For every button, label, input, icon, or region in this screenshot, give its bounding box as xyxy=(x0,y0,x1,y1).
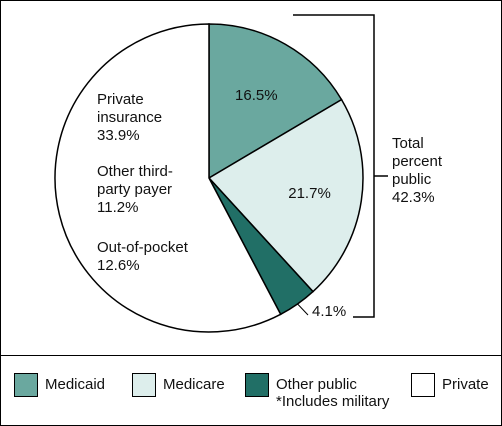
slice-label-medicare: 21.7% xyxy=(288,185,331,202)
legend-swatch-private xyxy=(411,373,435,397)
legend-item-private: Private xyxy=(411,373,489,397)
legend-swatch-other-public xyxy=(245,373,269,397)
legend-label-private: Private xyxy=(442,376,489,393)
private-label-value: 12.6% xyxy=(97,257,140,274)
slice-label-other-public: 4.1% xyxy=(312,303,346,320)
private-label-value: 33.9% xyxy=(97,127,140,144)
private-label-line1: Other third- xyxy=(97,163,173,180)
legend-swatch-medicare xyxy=(132,373,156,397)
legend-label-medicare: Medicare xyxy=(163,376,225,393)
pie-slice-medicare xyxy=(207,98,364,293)
private-label-line2: party payer xyxy=(97,181,172,198)
leader-line-other-public xyxy=(297,303,309,316)
private-label-value: 11.2% xyxy=(97,199,138,216)
legend-item-medicaid: Medicaid xyxy=(14,373,105,397)
pie-slices xyxy=(54,23,364,333)
bracket-label-line1: Total xyxy=(392,135,424,152)
bracket-label-line4: 42.3% xyxy=(392,189,435,206)
bracket-line xyxy=(293,14,388,318)
slice-labels: 16.5% 21.7% 4.1% xyxy=(235,87,346,320)
private-label-line1: Out-of-pocket xyxy=(97,239,189,256)
bracket-label-line2: percent xyxy=(392,153,443,170)
bracket-label-line3: public xyxy=(392,171,432,188)
legend-note-military: *Includes military xyxy=(276,393,390,410)
legend-label-other-public: Other public xyxy=(276,376,357,393)
legend-item-medicare: Medicare xyxy=(132,373,225,397)
legend-label-medicaid: Medicaid xyxy=(45,376,106,393)
pie-slice-medicaid xyxy=(208,23,343,180)
slice-label-medicaid: 16.5% xyxy=(235,87,278,104)
legend-divider xyxy=(1,355,501,356)
private-label-line2: insurance xyxy=(97,109,162,126)
legend-item-other-public: Other public *Includes military xyxy=(245,373,389,410)
private-label-line1: Private xyxy=(97,91,144,108)
pie-slice-private xyxy=(54,23,282,333)
legend-swatch-medicaid xyxy=(14,373,38,397)
